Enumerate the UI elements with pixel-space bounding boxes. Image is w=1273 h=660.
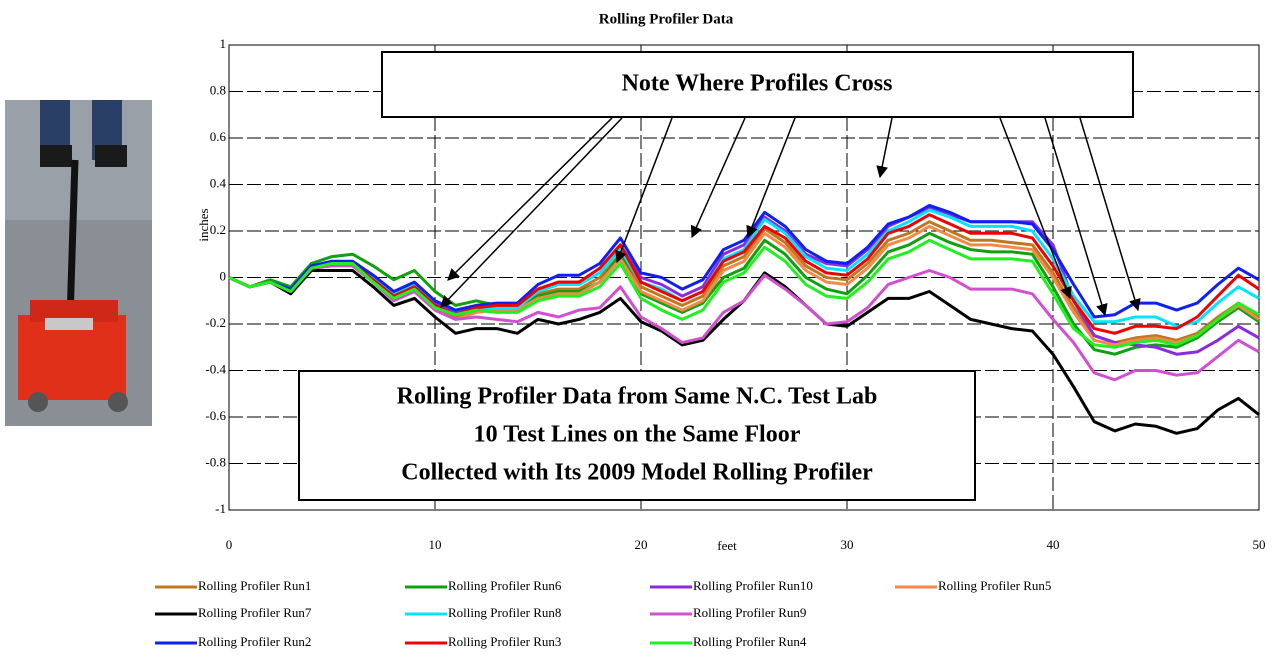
legend-label: Rolling Profiler Run1	[198, 578, 311, 593]
profiler-photo	[5, 100, 152, 426]
x-axis-label: feet	[717, 538, 737, 553]
y-tick-label: 0	[220, 268, 227, 283]
y-tick-label: -0.2	[205, 315, 226, 330]
legend-label: Rolling Profiler Run6	[448, 578, 562, 593]
y-axis-label: inches	[196, 208, 211, 241]
legend-label: Rolling Profiler Run3	[448, 634, 561, 649]
x-tick-label: 30	[841, 537, 854, 552]
legend-label: Rolling Profiler Run5	[938, 578, 1051, 593]
y-tick-label: 0.2	[210, 222, 226, 237]
chart: Rolling Profiler Data feet inches Note W…	[0, 0, 1273, 660]
x-tick-label: 0	[226, 537, 233, 552]
info-text: 10 Test Lines on the Same Floor	[474, 422, 801, 448]
y-tick-label: -0.8	[205, 454, 226, 469]
x-tick-label: 10	[429, 537, 442, 552]
y-tick-label: -1	[215, 501, 226, 516]
y-tick-label: 0.8	[210, 82, 226, 97]
note-text: Note Where Profiles Cross	[622, 71, 893, 97]
legend-label: Rolling Profiler Run7	[198, 605, 312, 620]
info-text: Collected with Its 2009 Model Rolling Pr…	[401, 460, 873, 486]
legend: Rolling Profiler Run1 Rolling Profiler Ru…	[155, 578, 1051, 649]
legend-label: Rolling Profiler Run10	[693, 578, 813, 593]
legend-label: Rolling Profiler Run8	[448, 605, 561, 620]
x-tick-label: 50	[1253, 537, 1266, 552]
x-tick-label: 40	[1047, 537, 1060, 552]
y-tick-label: -0.4	[205, 361, 226, 376]
y-tick-label: 1	[220, 36, 227, 51]
chart-title: Rolling Profiler Data	[599, 11, 734, 27]
y-tick-label: 0.6	[210, 129, 227, 144]
y-tick-label: -0.6	[205, 408, 226, 423]
y-tick-label: 0.4	[210, 175, 227, 190]
legend-label: Rolling Profiler Run9	[693, 605, 806, 620]
legend-label: Rolling Profiler Run4	[693, 634, 807, 649]
legend-label: Rolling Profiler Run2	[198, 634, 311, 649]
info-text: Rolling Profiler Data from Same N.C. Tes…	[397, 384, 878, 410]
x-tick-label: 20	[635, 537, 648, 552]
